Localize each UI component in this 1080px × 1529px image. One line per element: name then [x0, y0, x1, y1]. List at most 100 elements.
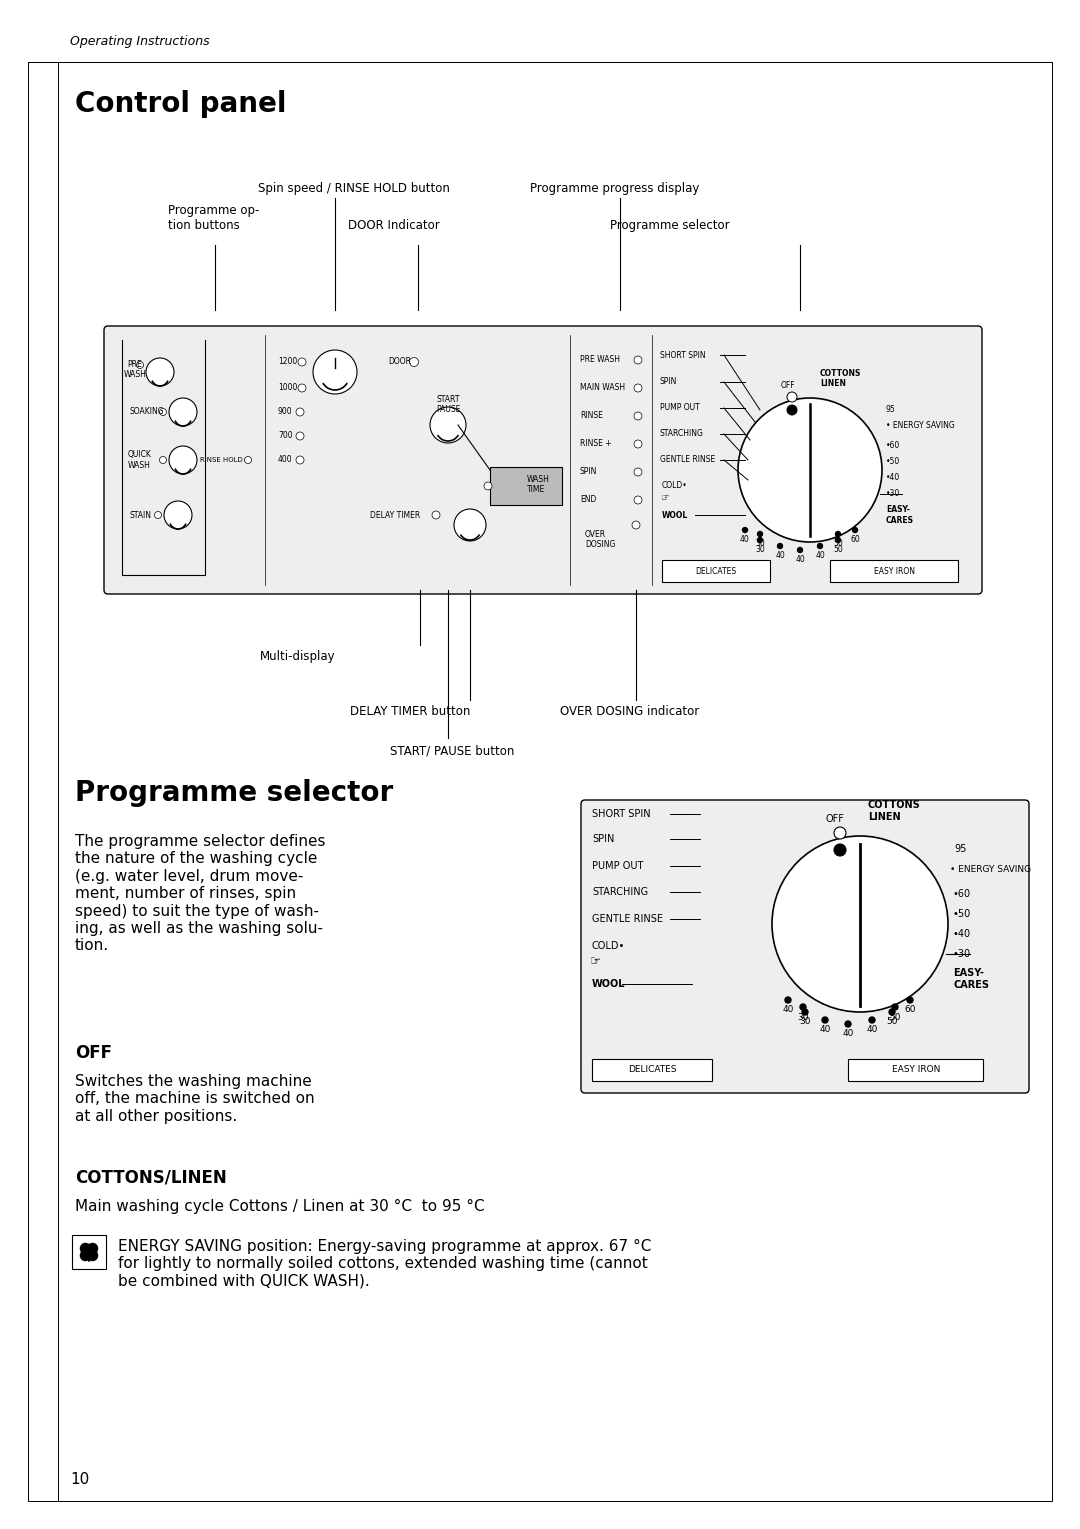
Text: COTTONS/LINEN: COTTONS/LINEN — [75, 1170, 227, 1187]
Text: •40: •40 — [886, 474, 901, 483]
Text: Multi-display: Multi-display — [260, 650, 336, 664]
Text: 50: 50 — [889, 1012, 901, 1021]
Bar — [72, 1235, 106, 1269]
Text: DELICATES: DELICATES — [627, 1066, 676, 1075]
Text: SPIN: SPIN — [592, 833, 615, 844]
Text: DELAY TIMER: DELAY TIMER — [370, 511, 420, 520]
Text: 900: 900 — [278, 408, 293, 416]
Text: SPIN: SPIN — [660, 378, 677, 387]
Text: 40: 40 — [815, 552, 825, 561]
Circle shape — [852, 528, 858, 532]
Text: QUICK
WASH: QUICK WASH — [129, 451, 152, 469]
Text: OVER DOSING indicator: OVER DOSING indicator — [561, 705, 699, 719]
Circle shape — [164, 502, 192, 529]
Circle shape — [80, 1251, 91, 1261]
Circle shape — [634, 356, 642, 364]
Text: OFF: OFF — [781, 381, 795, 390]
Circle shape — [634, 495, 642, 505]
Circle shape — [168, 446, 197, 474]
Circle shape — [787, 405, 797, 414]
Text: DOOR Indicator: DOOR Indicator — [348, 219, 440, 232]
Circle shape — [869, 1017, 875, 1023]
Circle shape — [834, 844, 846, 856]
Text: • ENERGY SAVING: • ENERGY SAVING — [950, 864, 1031, 873]
Circle shape — [778, 543, 783, 549]
Text: 40: 40 — [775, 552, 785, 561]
Text: START/ PAUSE button: START/ PAUSE button — [390, 745, 514, 758]
Text: 95: 95 — [886, 405, 895, 414]
FancyBboxPatch shape — [581, 800, 1029, 1093]
Circle shape — [634, 411, 642, 420]
Text: 400: 400 — [278, 456, 293, 465]
Text: EASY IRON: EASY IRON — [892, 1066, 941, 1075]
Text: PRE WASH: PRE WASH — [580, 356, 620, 364]
Text: Control panel: Control panel — [75, 90, 286, 118]
Circle shape — [146, 358, 174, 385]
Text: RINSE +: RINSE + — [580, 439, 611, 448]
Text: OFF: OFF — [75, 1044, 112, 1063]
Circle shape — [409, 358, 419, 367]
Circle shape — [772, 836, 948, 1012]
Circle shape — [889, 1009, 895, 1015]
Text: 95: 95 — [954, 844, 967, 855]
Circle shape — [757, 538, 762, 543]
Circle shape — [454, 509, 486, 541]
Text: •30: •30 — [886, 489, 901, 498]
Text: 10: 10 — [70, 1471, 90, 1486]
Text: WOOL: WOOL — [662, 511, 688, 520]
Text: ☞: ☞ — [590, 956, 602, 968]
Circle shape — [136, 361, 144, 368]
Text: Switches the washing machine
off, the machine is switched on
at all other positi: Switches the washing machine off, the ma… — [75, 1073, 314, 1124]
Circle shape — [845, 1021, 851, 1027]
Circle shape — [298, 384, 306, 391]
Text: EASY-
CARES: EASY- CARES — [886, 505, 914, 524]
Text: END: END — [580, 495, 596, 505]
Circle shape — [800, 1005, 806, 1011]
Text: •40: •40 — [953, 930, 971, 939]
Circle shape — [785, 997, 791, 1003]
Bar — [662, 560, 770, 583]
Text: EASY IRON: EASY IRON — [874, 567, 915, 575]
Circle shape — [87, 1251, 98, 1261]
Text: 50: 50 — [887, 1017, 897, 1026]
Text: EASY-
CARES: EASY- CARES — [953, 968, 989, 989]
Text: DELAY TIMER button: DELAY TIMER button — [350, 705, 471, 719]
Text: SHORT SPIN: SHORT SPIN — [660, 350, 705, 359]
Text: DELICATES: DELICATES — [696, 567, 737, 575]
Text: COTTONS
LINEN: COTTONS LINEN — [820, 368, 862, 388]
Text: 30: 30 — [799, 1017, 811, 1026]
Circle shape — [836, 538, 840, 543]
Circle shape — [296, 408, 303, 416]
Text: WOOL: WOOL — [592, 979, 625, 989]
Circle shape — [634, 384, 642, 391]
Text: 30: 30 — [755, 546, 765, 555]
Circle shape — [87, 1243, 98, 1254]
Text: •30: •30 — [953, 950, 971, 959]
Text: PUMP OUT: PUMP OUT — [592, 861, 644, 872]
Text: SPIN: SPIN — [580, 468, 597, 477]
Circle shape — [802, 1009, 808, 1015]
Circle shape — [822, 1017, 828, 1023]
Circle shape — [296, 456, 303, 463]
Text: •50: •50 — [953, 910, 971, 919]
Circle shape — [907, 997, 913, 1003]
Text: 30: 30 — [755, 540, 765, 549]
Text: • ENERGY SAVING: • ENERGY SAVING — [886, 422, 955, 431]
Circle shape — [834, 827, 846, 839]
Text: START
PAUSE: START PAUSE — [436, 394, 460, 414]
Circle shape — [818, 543, 823, 549]
Text: GENTLE RINSE: GENTLE RINSE — [592, 914, 663, 924]
Circle shape — [80, 1243, 91, 1254]
Text: OVER
DOSING: OVER DOSING — [585, 531, 616, 549]
Text: ☞: ☞ — [660, 492, 669, 503]
Text: 30: 30 — [797, 1012, 809, 1021]
Circle shape — [432, 511, 440, 518]
Circle shape — [738, 398, 882, 541]
Text: GENTLE RINSE: GENTLE RINSE — [660, 456, 715, 465]
Text: SHORT SPIN: SHORT SPIN — [592, 809, 650, 820]
Text: PRE
WASH: PRE WASH — [123, 359, 147, 379]
Text: 700: 700 — [278, 431, 293, 440]
Circle shape — [160, 408, 166, 416]
Text: COLD•: COLD• — [592, 940, 625, 951]
Text: MAIN WASH: MAIN WASH — [580, 384, 625, 393]
